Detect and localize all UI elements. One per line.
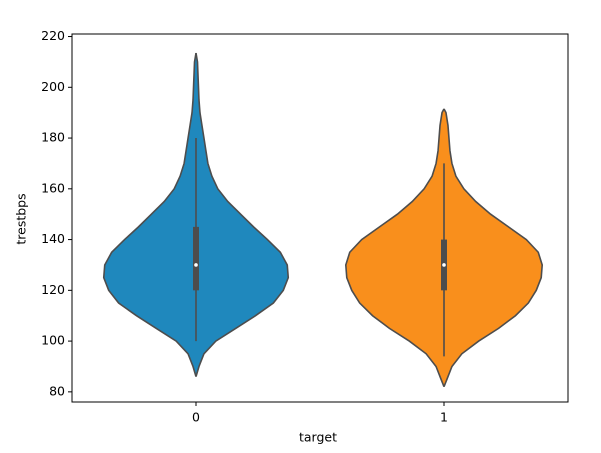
violin-half — [196, 53, 289, 377]
y-tick-label: 220 — [41, 28, 65, 43]
x-tick-label: 0 — [192, 410, 200, 425]
median — [442, 263, 446, 267]
violin-outline — [102, 52, 197, 377]
y-tick-label: 120 — [41, 282, 65, 297]
violin-outline — [195, 52, 290, 377]
violin-half — [103, 53, 196, 377]
y-tick-label: 200 — [41, 79, 65, 94]
violin-half — [444, 108, 543, 387]
median — [194, 263, 198, 267]
violin-outline — [344, 108, 445, 388]
y-tick-label: 180 — [41, 130, 65, 145]
y-tick-label: 160 — [41, 180, 65, 195]
x-axis-label: target — [299, 430, 337, 445]
box — [193, 226, 199, 291]
x-tick-label: 1 — [440, 410, 448, 425]
violin-half — [345, 108, 444, 387]
plot-frame — [71, 33, 569, 403]
y-axis-label: trestbps — [14, 193, 29, 244]
y-tick-label: 80 — [49, 383, 65, 398]
y-tick-label: 100 — [41, 333, 65, 348]
violin-outline — [443, 108, 544, 388]
y-tick-label: 140 — [41, 231, 65, 246]
